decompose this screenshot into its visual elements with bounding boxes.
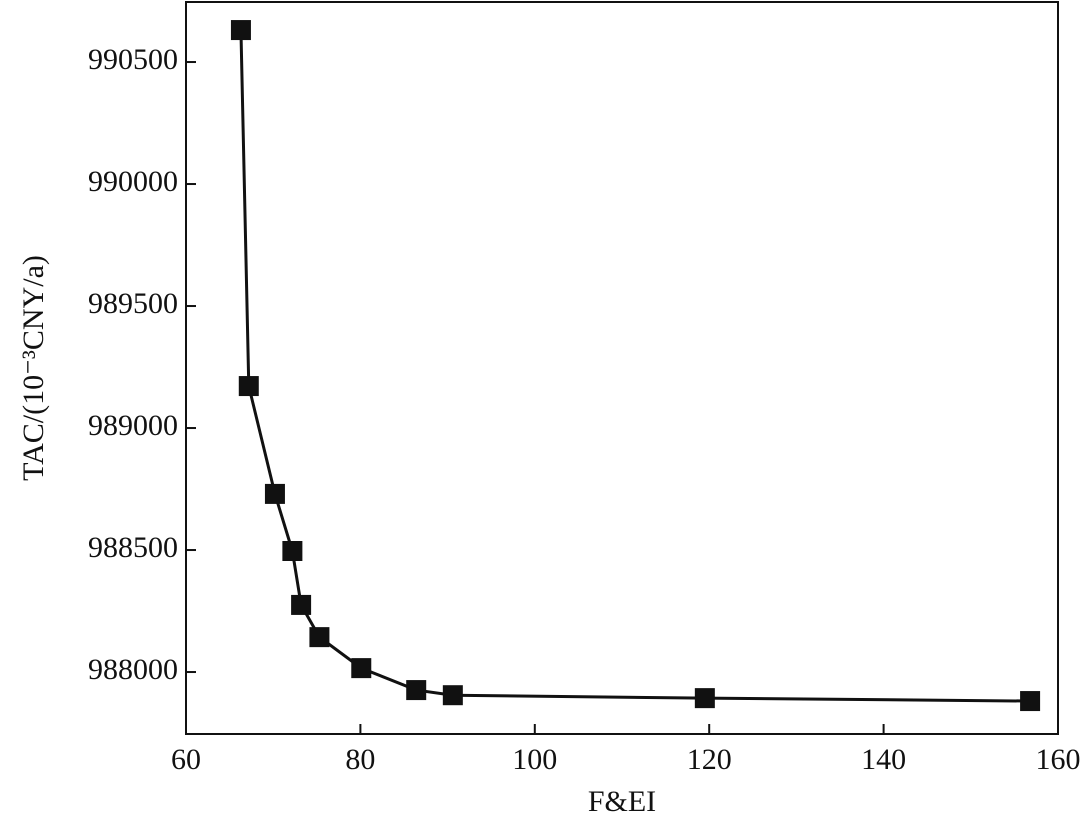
x-tick-label: 160 bbox=[1036, 743, 1080, 776]
y-tick-label: 988500 bbox=[88, 531, 178, 564]
data-point bbox=[695, 688, 715, 708]
data-point bbox=[1020, 691, 1040, 711]
data-point bbox=[231, 20, 251, 40]
x-tick-label: 80 bbox=[345, 743, 375, 776]
data-point bbox=[282, 541, 302, 561]
data-point bbox=[265, 484, 285, 504]
y-tick-label: 990500 bbox=[88, 43, 178, 76]
x-tick-label: 100 bbox=[512, 743, 557, 776]
x-axis-label: F&EI bbox=[588, 785, 656, 818]
data-point bbox=[239, 376, 259, 396]
y-tick-label: 989000 bbox=[88, 409, 178, 442]
data-point bbox=[351, 658, 371, 678]
y-axis-label: TAC/(10⁻³CNY/a) bbox=[17, 255, 50, 481]
x-tick-label: 60 bbox=[171, 743, 201, 776]
x-tick-label: 120 bbox=[687, 743, 732, 776]
data-point bbox=[406, 680, 426, 700]
plot-frame bbox=[186, 2, 1058, 734]
y-tick-label: 988000 bbox=[88, 653, 178, 686]
y-tick-label: 989500 bbox=[88, 287, 178, 320]
y-tick-label: 990000 bbox=[88, 165, 178, 198]
data-point bbox=[291, 595, 311, 615]
data-point bbox=[443, 685, 463, 705]
data-point bbox=[309, 627, 329, 647]
x-tick-label: 140 bbox=[861, 743, 906, 776]
data-line bbox=[241, 30, 1030, 701]
